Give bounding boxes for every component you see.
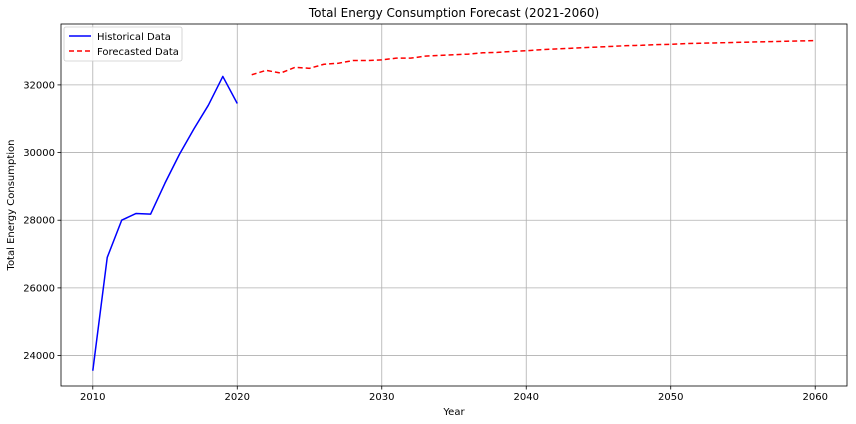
- legend-box: [63, 26, 183, 62]
- x-tick-label: 2040: [514, 392, 539, 403]
- series-layer: [92, 39, 816, 371]
- plot-frame: [60, 23, 848, 387]
- y-tick-label: 28000: [23, 216, 55, 227]
- chart-title: Total Energy Consumption Forecast (2021-…: [308, 6, 599, 20]
- series-line-forecast: [251, 39, 816, 76]
- y-axis-label: Total Energy Consumption: [6, 140, 17, 272]
- legend: Historical Data Forecasted Data: [63, 26, 183, 62]
- legend-forecast-label: Forecasted Data: [97, 47, 179, 58]
- x-tick-label: 2050: [658, 392, 683, 403]
- y-tick-label: 24000: [23, 351, 55, 362]
- y-tick-label: 32000: [23, 80, 55, 91]
- x-axis-label: Year: [442, 407, 465, 418]
- grid: [61, 24, 847, 386]
- ticks: 2010 2020 2030 2040 2050 2060 24000 26000 28000 3…: [23, 80, 828, 403]
- series-line-historical: [92, 75, 238, 371]
- x-tick-label: 2030: [369, 392, 394, 403]
- y-tick-label: 26000: [23, 283, 55, 294]
- x-tick-label: 2010: [80, 392, 105, 403]
- x-tick-label: 2060: [802, 392, 827, 403]
- y-tick-label: 30000: [23, 148, 55, 159]
- legend-historical-label: Historical Data: [97, 32, 171, 43]
- x-tick-label: 2020: [225, 392, 250, 403]
